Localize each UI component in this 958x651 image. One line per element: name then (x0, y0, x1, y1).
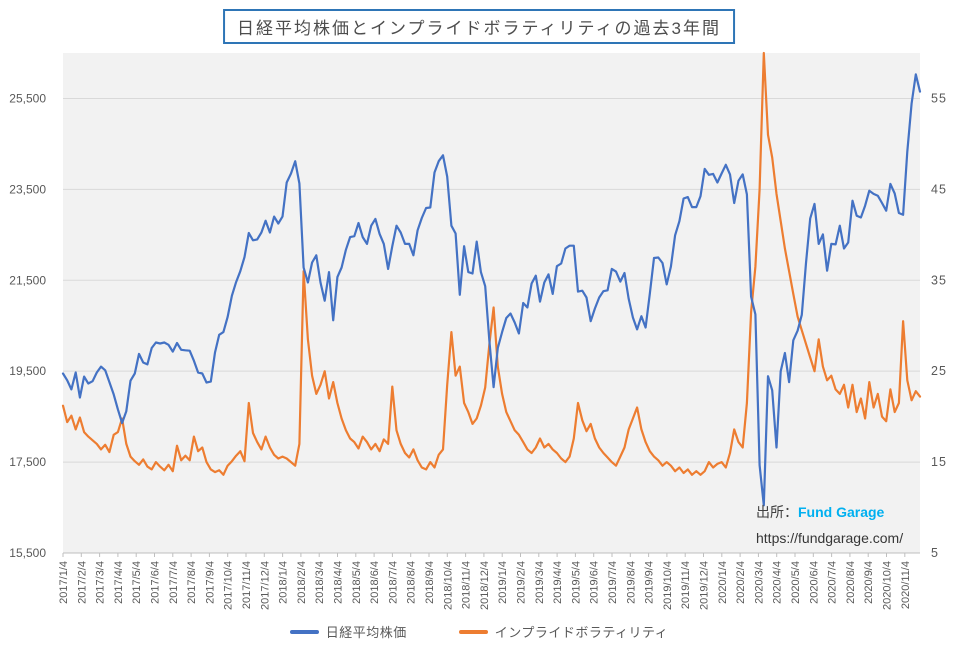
legend-marker-nikkei (289, 629, 319, 634)
x-axis-tick-label: 2018/6/4 (369, 561, 381, 604)
legend-item-implied-volatility: インプライドボラティリティ (458, 622, 669, 641)
x-axis-tick-label: 2019/7/4 (607, 561, 619, 604)
y-axis-tick-label: 25,500 (9, 91, 46, 105)
plot-area (63, 53, 920, 553)
x-axis-tick-label: 2019/9/4 (644, 561, 656, 604)
x-axis-tick-label: 2017/8/4 (186, 561, 198, 604)
chart-title-box: 日経平均株価とインプライドボラティリティの過去3年間 (223, 9, 735, 44)
chart-title: 日経平均株価とインプライドボラティリティの過去3年間 (237, 19, 721, 38)
x-axis-tick-label: 2020/3/4 (753, 561, 765, 604)
x-axis-tick-label: 2019/12/4 (699, 561, 711, 610)
x-axis-tick-label: 2017/9/4 (204, 561, 216, 604)
x-axis-tick-label: 2017/1/4 (58, 561, 70, 604)
x-axis-tick-label: 2019/4/4 (552, 561, 564, 604)
x-axis-tick-label: 2020/6/4 (808, 561, 820, 604)
y2-axis-tick-label: 15 (931, 455, 947, 469)
x-axis-tick-label: 2020/1/4 (717, 561, 729, 604)
source-prefix: 出所： (756, 504, 798, 520)
legend-item-nikkei: 日経平均株価 (289, 622, 407, 641)
y2-axis-tick-label: 25 (931, 364, 947, 378)
y-axis-tick-label: 23,500 (9, 182, 46, 196)
x-axis-tick-label: 2018/3/4 (314, 561, 326, 604)
x-axis-tick-label: 2020/8/4 (845, 561, 857, 604)
x-axis-tick-label: 2020/5/4 (790, 561, 802, 604)
source-url: https://fundgarage.com/ (756, 530, 904, 546)
source-line: 出所：Fund Garage (756, 499, 903, 525)
y2-axis-tick-label: 55 (931, 91, 947, 105)
y-axis-tick-label: 17,500 (9, 455, 46, 469)
source-name: Fund Garage (798, 504, 885, 520)
legend-label-implied-volatility: インプライドボラティリティ (494, 625, 669, 640)
x-axis-tick-label: 2018/4/4 (333, 561, 345, 604)
y2-axis-tick-label: 35 (931, 273, 947, 287)
y-axis-tick-label: 21,500 (9, 273, 46, 287)
x-axis-tick-label: 2018/11/4 (461, 561, 473, 609)
y-axis-tick-label: 19,500 (9, 364, 46, 378)
x-axis-tick-label: 2018/1/4 (278, 561, 290, 604)
x-axis-tick-label: 2018/9/4 (424, 561, 436, 604)
x-axis-tick-label: 2017/3/4 (95, 561, 107, 604)
x-axis-tick-label: 2018/2/4 (296, 561, 308, 604)
x-axis-tick-label: 2020/9/4 (863, 561, 875, 604)
x-axis-tick-label: 2019/1/4 (497, 561, 509, 604)
source-annotation: 出所：Fund Garage https://fundgarage.com/ (756, 499, 903, 551)
chart-svg: 15,500 17,500 19,500 21,500 23,500 25,500 5 15 2… (9, 51, 947, 610)
x-axis-tick-label: 2019/11/4 (680, 561, 692, 609)
x-axis-tick-label: 2018/7/4 (387, 561, 399, 604)
x-axis-tick-label: 2019/2/4 (516, 561, 528, 604)
x-axis-tick-label: 2018/10/4 (442, 561, 454, 610)
x-axis-tick-label: 2019/3/4 (534, 561, 546, 604)
x-axis-tick-label: 2017/12/4 (259, 561, 271, 610)
x-axis-tick-label: 2017/5/4 (131, 561, 143, 604)
x-axis-tick-label: 2020/10/4 (882, 561, 894, 610)
x-axis-tick-label: 2020/2/4 (735, 561, 747, 604)
x-axis-tick-label: 2020/7/4 (827, 561, 839, 604)
y2-axis-tick-label: 5 (931, 546, 939, 560)
legend: 日経平均株価 インプライドボラティリティ (0, 622, 958, 641)
legend-marker-implied-volatility (458, 629, 488, 634)
x-axis-tick-label: 2019/8/4 (625, 561, 637, 604)
x-axis-tick-label: 2017/2/4 (76, 561, 88, 604)
y2-axis-tick-label: 45 (931, 182, 947, 196)
x-axis-tick-label: 2020/4/4 (772, 561, 784, 604)
x-axis-tick-label: 2019/5/4 (570, 561, 582, 604)
series-line-implied-volatility (61, 51, 922, 476)
x-axis-tick-label: 2017/11/4 (241, 561, 253, 609)
x-axis-tick-label: 2017/7/4 (168, 561, 180, 604)
x-axis-tick-label: 2017/6/4 (150, 561, 162, 604)
x-axis-tick-label: 2020/11/4 (900, 561, 912, 609)
x-axis-tick-label: 2019/6/4 (589, 561, 601, 604)
x-axis-tick-label: 2017/10/4 (223, 561, 235, 610)
legend-label-nikkei: 日経平均株価 (325, 625, 407, 640)
x-axis-tick-label: 2018/5/4 (351, 561, 363, 604)
x-axis-tick-label: 2018/8/4 (406, 561, 418, 604)
x-axis-tick-label: 2017/4/4 (113, 561, 125, 604)
y-axis-tick-label: 15,500 (9, 546, 46, 560)
x-axis-tick-label: 2018/12/4 (479, 561, 491, 610)
x-axis-tick-label: 2019/10/4 (662, 561, 674, 610)
series-line-nikkei (61, 73, 922, 507)
